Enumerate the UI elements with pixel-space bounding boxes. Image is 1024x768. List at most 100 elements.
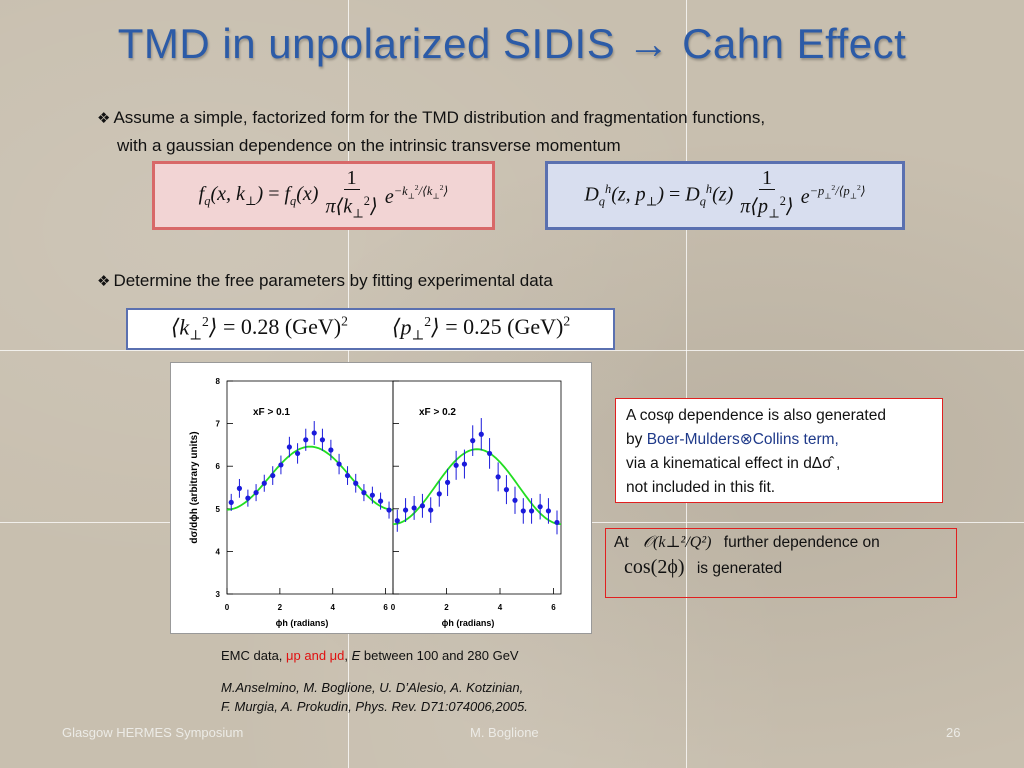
data-point bbox=[386, 507, 392, 513]
data-point bbox=[369, 492, 375, 498]
data-point bbox=[520, 508, 526, 514]
x-axis-label: ϕh (radians) bbox=[276, 618, 329, 628]
data-point bbox=[461, 461, 468, 467]
y-tick-label: 6 bbox=[216, 462, 221, 471]
data-point bbox=[554, 519, 560, 526]
diamond-bullet-icon: ❖ bbox=[97, 272, 111, 290]
k-perp-value: 0.28 bbox=[240, 314, 280, 340]
x-tick-label: 0 bbox=[391, 603, 396, 612]
grid-line-v2 bbox=[686, 0, 687, 768]
data-point bbox=[512, 497, 518, 503]
x-tick-label: 0 bbox=[225, 603, 230, 612]
order-k-over-q: 𝒪(k⊥²/Q²) bbox=[642, 534, 712, 551]
x-axis-label: ϕh (radians) bbox=[442, 618, 495, 628]
cos2phi-formula: cos(2ϕ) bbox=[624, 556, 685, 578]
emc-energy-range: between 100 and 280 GeV bbox=[360, 648, 519, 663]
data-point bbox=[545, 508, 552, 514]
data-point bbox=[444, 479, 451, 485]
x-tick-label: 2 bbox=[444, 603, 449, 612]
emc-prefix: EMC data, bbox=[221, 648, 287, 663]
boer-mulders-collins-term: Boer-Mulders⊗Collins term, bbox=[646, 431, 839, 448]
data-point bbox=[303, 437, 309, 443]
data-point bbox=[419, 503, 426, 509]
data-point bbox=[353, 480, 359, 486]
y-tick-label: 7 bbox=[216, 420, 221, 429]
p-perp-value: 0.25 bbox=[463, 314, 502, 340]
further-dependence-label: further dependence on bbox=[723, 534, 880, 551]
x-tick-label: 2 bbox=[278, 603, 283, 612]
data-point bbox=[361, 490, 367, 496]
data-point bbox=[453, 462, 459, 468]
data-point bbox=[436, 491, 442, 497]
fit-parameters-equation: ⟨k⊥2⟩ = 0.28 (GeV)2 ⟨p⊥2⟩ = 0.25 (GeV)2 bbox=[126, 308, 615, 350]
cross-section-chart: 3 4 5 6 7 8 0 2 4 6 xF > 0.1 ϕh (radians) 0 2 4 6 xF > 0… bbox=[189, 377, 562, 628]
data-point bbox=[270, 472, 276, 479]
fit-curve-1 bbox=[226, 445, 394, 511]
cos-phi-line4: not included in this fit. bbox=[626, 479, 776, 496]
data-point bbox=[528, 508, 535, 514]
data-point bbox=[228, 499, 234, 506]
data-point bbox=[478, 431, 484, 437]
x-tick-label: 4 bbox=[498, 603, 503, 612]
panel-label-2: xF > 0.2 bbox=[419, 407, 456, 418]
emc-data-caption: EMC data, μp and μd, E between 100 and 2… bbox=[221, 648, 519, 663]
k-unit: (GeV) bbox=[284, 314, 342, 340]
data-point bbox=[336, 461, 342, 467]
data-point bbox=[411, 505, 417, 511]
bullet-assume-line1: Assume a simple, factorized form for the… bbox=[113, 108, 766, 127]
is-generated-label: is generated bbox=[696, 560, 783, 577]
slide-title: TMD in unpolarized SIDIS → Cahn Effect bbox=[117, 20, 907, 67]
p-unit: (GeV) bbox=[507, 314, 564, 340]
at-label: At bbox=[614, 534, 629, 551]
data-point bbox=[537, 504, 543, 510]
bullet-assume-line2: with a gaussian dependence on the intrin… bbox=[117, 136, 621, 155]
footer-event: Glasgow HERMES Symposium bbox=[62, 725, 244, 740]
bullet-assume: ❖ Assume a simple, factorized form for th… bbox=[97, 104, 765, 159]
y-tick-label: 4 bbox=[216, 547, 221, 556]
data-point bbox=[428, 507, 434, 513]
data-point bbox=[470, 438, 476, 444]
fragmentation-function-equation: Dqh(z, p⊥) = Dqh(z) 1 π⟨p⊥2⟩ e−p⊥2/⟨p⊥2⟩ bbox=[545, 161, 905, 230]
grid-line-h1 bbox=[0, 350, 1024, 351]
y-tick-label: 8 bbox=[216, 377, 221, 386]
bullet-determine-text: Determine the free parameters by fitting… bbox=[113, 271, 553, 290]
data-point bbox=[245, 495, 251, 501]
citation-line2: F. Murgia, A. Prokudin, Phys. Rev. D71:0… bbox=[221, 699, 528, 714]
cos-phi-line1: A cosφ dependence is also generated bbox=[626, 407, 886, 424]
data-point bbox=[394, 518, 400, 524]
data-point bbox=[236, 485, 243, 491]
muon-targets: μp and μd bbox=[286, 648, 345, 663]
x-tick-label: 6 bbox=[551, 603, 556, 612]
y-tick-label: 3 bbox=[216, 590, 221, 599]
data-point bbox=[344, 472, 351, 479]
x-tick-label: 6 bbox=[383, 603, 388, 612]
plot-frame-1 bbox=[226, 380, 394, 595]
panel-label-1: xF > 0.1 bbox=[253, 407, 290, 418]
emc-data-plot: 3 4 5 6 7 8 0 2 4 6 xF > 0.1 ϕh (radians) 0 2 4 6 xF > 0… bbox=[170, 362, 592, 634]
data-point bbox=[261, 480, 267, 486]
citation: M.Anselmino, M. Boglione, U. D’Alesio, A… bbox=[221, 678, 528, 716]
footer-author: M. Boglione bbox=[470, 725, 539, 740]
cos-phi-note-box: A cosφ dependence is also generated by B… bbox=[615, 398, 943, 503]
data-point bbox=[377, 498, 384, 504]
diamond-bullet-icon: ❖ bbox=[97, 109, 111, 127]
tmd-distribution-equation: fq(x, k⊥) = fq(x) 1 π⟨k⊥2⟩ e−k⊥2/⟨k⊥2⟩ bbox=[152, 161, 495, 230]
data-point bbox=[294, 450, 301, 457]
data-point bbox=[402, 507, 409, 513]
fit-curve-2 bbox=[392, 448, 562, 525]
plot-frame-2 bbox=[392, 380, 562, 595]
energy-symbol: E bbox=[351, 648, 361, 663]
cos-phi-line2-prefix: by bbox=[626, 431, 647, 448]
data-point bbox=[328, 447, 334, 453]
data-point bbox=[278, 462, 284, 468]
slide-number: 26 bbox=[946, 725, 961, 740]
y-tick-label: 5 bbox=[216, 505, 221, 514]
data-point bbox=[319, 437, 326, 443]
cos2phi-note-box: At 𝒪(k⊥²/Q²) further dependence on cos(2… bbox=[605, 528, 957, 598]
data-point bbox=[495, 474, 501, 480]
cos-phi-line2: by Boer-Mulders⊗Collins term, bbox=[626, 428, 932, 452]
x-tick-label: 4 bbox=[331, 603, 336, 612]
bullet-determine: ❖ Determine the free parameters by fittin… bbox=[97, 267, 553, 295]
y-axis-label: dσ/dϕh (arbitrary units) bbox=[189, 431, 200, 543]
data-point bbox=[286, 444, 292, 450]
